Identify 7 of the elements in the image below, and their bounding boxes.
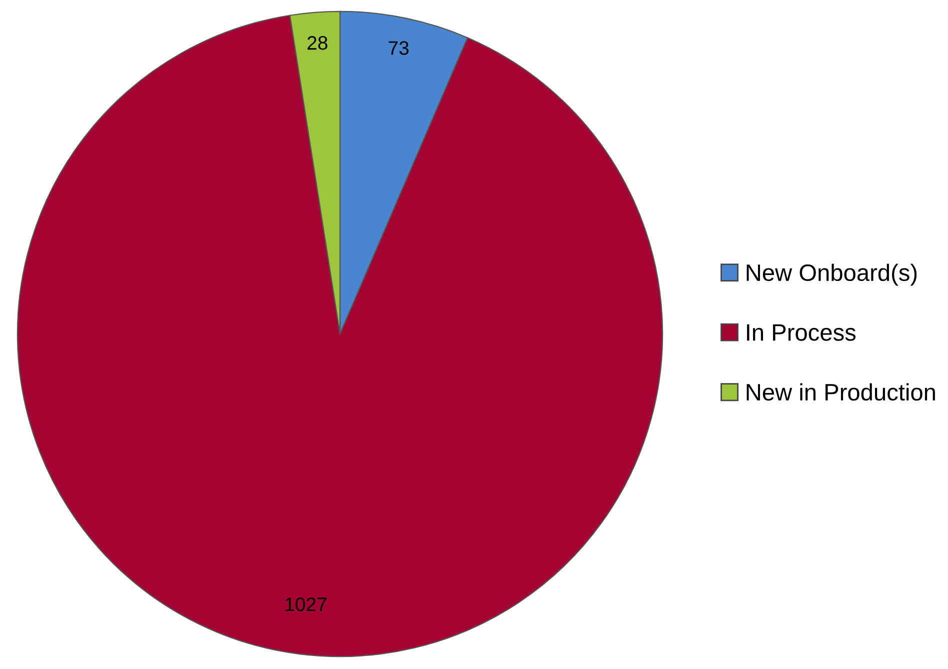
data-label: 73	[388, 41, 409, 55]
pie-slice	[16, 14, 664, 658]
data-label: 1027	[286, 597, 326, 612]
data-label: 28	[308, 36, 328, 50]
legend-label: New in Production	[746, 383, 935, 401]
legend-label: In Process	[747, 324, 856, 341]
legend-label: New Onboard(s)	[746, 264, 917, 286]
